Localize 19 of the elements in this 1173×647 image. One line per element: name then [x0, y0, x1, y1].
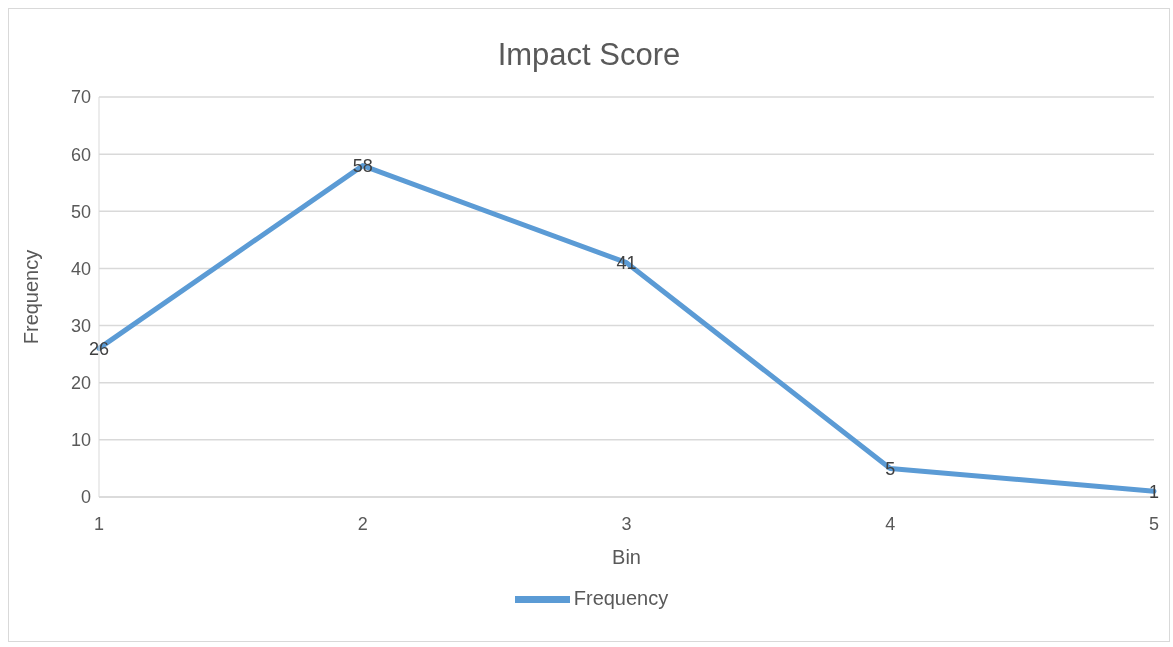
y-axis-title: Frequency	[20, 249, 43, 345]
x-tick-label: 3	[621, 513, 632, 534]
y-tick-label: 30	[70, 315, 91, 336]
y-tick-label: 70	[70, 87, 91, 108]
x-tick-label: 1	[93, 513, 105, 534]
x-axis-title: Bin	[612, 546, 641, 568]
y-tick-label: 60	[70, 144, 91, 165]
y-tick-label: 50	[70, 201, 91, 222]
legend-label: Frequency	[573, 586, 669, 609]
y-tick-label: 40	[70, 258, 91, 279]
x-tick-label: 2	[357, 513, 368, 534]
x-tick-label: 4	[885, 513, 896, 534]
x-tick-label: 5	[1148, 513, 1160, 534]
data-label: 41	[616, 253, 637, 274]
y-tick-label: 0	[80, 487, 91, 508]
chart-title: Impact Score	[496, 36, 682, 74]
y-tick-label: 10	[70, 430, 91, 451]
data-label: 26	[88, 338, 110, 359]
y-tick-label: 20	[70, 373, 91, 394]
